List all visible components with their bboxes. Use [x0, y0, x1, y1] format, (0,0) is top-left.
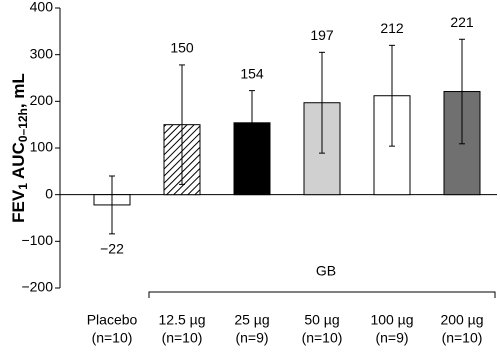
value-label: 154 — [240, 65, 264, 81]
value-label: 197 — [310, 27, 334, 43]
x-tick-label: 12.5 µg — [159, 312, 206, 328]
y-tick-label: 0 — [45, 185, 53, 201]
y-axis-label: FEV1 AUC0–12h, mL — [9, 73, 30, 223]
value-label: −22 — [100, 241, 124, 257]
y-tick-label: 400 — [30, 0, 54, 15]
value-label: 212 — [380, 20, 404, 36]
x-tick-label: 50 µg — [304, 312, 339, 328]
y-label-sub: 1 — [16, 183, 30, 190]
x-tick-label: Placebo — [87, 312, 138, 328]
x-tick-label: (n=9) — [375, 330, 408, 346]
y-tick-label: 200 — [30, 92, 54, 108]
y-tick-label: −100 — [21, 232, 53, 248]
x-tick-label: 25 µg — [234, 312, 269, 328]
x-tick-label: (n=10) — [162, 330, 203, 346]
x-tick-label: (n=10) — [442, 330, 483, 346]
x-tick-label: (n=10) — [302, 330, 343, 346]
value-label: 221 — [450, 14, 474, 30]
x-tick-label: 100 µg — [370, 312, 413, 328]
y-label-part: , mL — [9, 73, 28, 108]
group-bracket — [148, 291, 496, 298]
x-tick-label: (n=10) — [92, 330, 133, 346]
bar — [233, 122, 271, 196]
x-tick-label: 200 µg — [440, 312, 483, 328]
y-label-part: AUC — [9, 142, 28, 183]
y-label-part: FEV — [9, 189, 28, 223]
group-label: GB — [316, 263, 336, 279]
x-tick-label: (n=9) — [235, 330, 268, 346]
y-tick-label: −200 — [21, 279, 53, 295]
value-label: 150 — [170, 40, 194, 56]
y-label-sub: 0–12h — [16, 108, 30, 142]
y-tick-label: 300 — [30, 45, 54, 61]
y-tick-label: 100 — [30, 139, 54, 155]
